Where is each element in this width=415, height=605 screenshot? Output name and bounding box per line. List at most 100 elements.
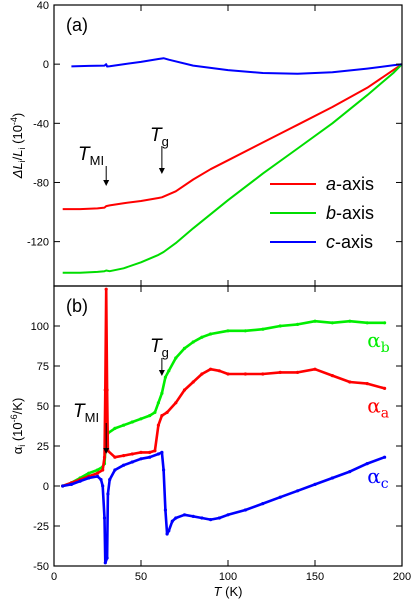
arrow-head (158, 370, 165, 376)
y-tick-label: 25 (37, 441, 49, 453)
data-point-alpha-a (102, 455, 107, 459)
data-point-alpha-c (130, 460, 134, 464)
data-point-alpha-b (113, 426, 117, 430)
data-point-alpha-c (191, 514, 195, 519)
data-point-alpha-b (313, 319, 317, 323)
series-a-axis-line (62, 63, 403, 211)
series-label-alpha-b: αb (367, 328, 390, 356)
data-point-alpha-a (160, 414, 164, 418)
y-axis-label: ΔLi/Li (10-4) (9, 113, 27, 180)
data-point-alpha-c (105, 556, 109, 560)
data-point-alpha-a (165, 410, 169, 414)
legend-entry: b-axis (326, 203, 374, 223)
data-point-alpha-b (167, 369, 171, 373)
data-point-alpha-c (200, 516, 204, 520)
panel-label: (a) (66, 15, 88, 35)
data-point-alpha-a (243, 372, 247, 376)
data-point-alpha-c (209, 518, 213, 522)
data-point-alpha-c (113, 468, 117, 472)
series-alpha-b-line (62, 319, 385, 488)
data-point-alpha-a (226, 372, 230, 376)
data-point-alpha-a (148, 450, 152, 454)
data-point-alpha-b (182, 346, 187, 350)
data-point-alpha-b (209, 332, 213, 336)
series-label-alpha-c: αc (367, 464, 389, 492)
annotation-tg-label: Tg (150, 336, 169, 360)
data-point-alpha-b (261, 327, 265, 331)
data-point-alpha-b (365, 321, 369, 325)
data-point-alpha-c (313, 482, 317, 486)
data-point-alpha-a (313, 367, 317, 371)
arrow-head (103, 448, 110, 454)
data-point-alpha-c (217, 516, 221, 520)
data-point-alpha-b (156, 401, 160, 405)
data-point-alpha-a (104, 287, 108, 291)
data-point-alpha-b (383, 321, 387, 325)
x-tick-label: 150 (306, 571, 324, 583)
data-point-alpha-b (200, 335, 204, 339)
y-tick-label: 50 (37, 401, 49, 413)
y-tick-label: -80 (33, 177, 49, 189)
y-tick-label: 40 (37, 0, 49, 12)
y-tick-label: -50 (33, 561, 49, 573)
x-tick-label: 100 (219, 571, 237, 583)
y-tick-label: -120 (27, 237, 49, 249)
data-point-alpha-b (160, 391, 164, 395)
data-point-alpha-b (122, 423, 126, 427)
data-point-alpha-a (209, 367, 213, 371)
data-point-alpha-b (278, 324, 282, 328)
panel-label: (b) (66, 296, 88, 316)
data-point-alpha-c (101, 484, 105, 488)
y-tick-label: 0 (43, 59, 49, 71)
x-axis-label: T (K) (214, 584, 243, 599)
annotation-tg-label: Tg (150, 125, 169, 149)
data-point-alpha-b (226, 329, 230, 333)
data-point-alpha-a (191, 380, 195, 384)
data-point-alpha-b (348, 319, 352, 323)
data-point-alpha-c (162, 468, 166, 472)
data-point-alpha-b (296, 322, 300, 326)
y-axis-label: αi (10-6/K) (9, 398, 27, 455)
series-alpha-c-line (62, 451, 386, 565)
data-point-alpha-b (243, 329, 247, 333)
y-tick-label: 75 (37, 361, 49, 373)
data-point-alpha-c (163, 508, 167, 512)
y-tick-label: 100 (31, 321, 49, 333)
data-point-alpha-c (106, 492, 110, 496)
y-tick-label: 0 (43, 481, 49, 493)
data-point-alpha-a (330, 374, 334, 378)
data-point-alpha-c (174, 516, 178, 520)
data-point-alpha-a (101, 468, 105, 472)
data-point-alpha-a (348, 380, 352, 384)
data-point-alpha-c (102, 516, 107, 520)
data-point-alpha-b (163, 375, 167, 379)
data-point-alpha-a (261, 372, 265, 376)
data-point-alpha-a (182, 388, 187, 392)
legend: a-axis b-axis c-axis (270, 174, 374, 252)
data-point-alpha-c (226, 513, 230, 517)
data-point-alpha-a (296, 370, 300, 374)
data-point-alpha-a (113, 455, 117, 459)
data-point-alpha-a (95, 471, 100, 475)
arrow-head (158, 168, 165, 174)
data-point-alpha-c (182, 513, 187, 517)
y-tick-label: -40 (33, 118, 49, 130)
x-tick-label: 50 (135, 571, 147, 583)
data-point-alpha-c (87, 476, 91, 480)
data-point-alpha-c (165, 532, 169, 536)
data-point-alpha-a (105, 388, 109, 392)
data-point-alpha-c (95, 474, 100, 478)
data-point-alpha-b (130, 420, 134, 424)
data-point-alpha-b (191, 340, 195, 344)
data-point-alpha-c (296, 489, 300, 493)
data-point-alpha-c (167, 529, 171, 533)
data-point-alpha-a (122, 454, 126, 458)
series-c-axis-line (71, 57, 403, 75)
data-point-alpha-a (139, 450, 143, 454)
data-point-alpha-a (217, 369, 221, 373)
data-point-alpha-a (278, 370, 282, 374)
legend-entry: c-axis (326, 232, 373, 252)
data-point-alpha-c (156, 452, 160, 456)
